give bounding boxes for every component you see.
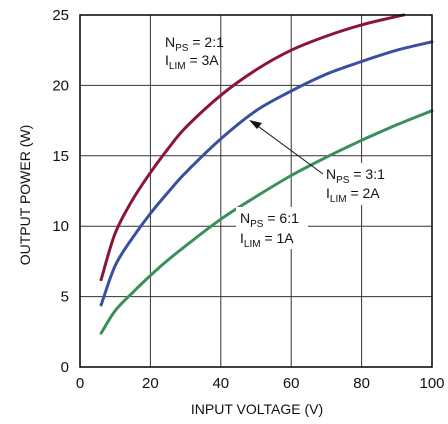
x-tick-label: 40 [212,375,229,392]
y-tick-label: 20 [52,77,69,94]
y-axis-label: OUTPUT POWER (W) [17,125,33,266]
series-group [99,13,434,335]
y-tick-label: 5 [61,289,69,306]
tick-labels: 0 20 40 60 80 100 0 5 10 15 20 25 [52,7,444,392]
x-tick-label: 20 [142,375,159,392]
annotation-6to1: NPS = 6:1 ILIM = 1A [236,207,308,250]
annotation-3to1-line1: NPS = 3:1 [326,166,385,186]
series-line-3 [99,109,434,335]
y-tick-label: 25 [52,7,69,24]
annotation-2to1-line2: ILIM = 3A [165,52,219,72]
x-axis-label: INPUT VOLTAGE (V) [191,401,323,417]
annotation-arrow-shaft [254,123,324,175]
x-tick-label: 0 [76,375,84,392]
x-tick-label: 60 [283,375,300,392]
series-line-1 [99,13,406,282]
y-tick-label: 10 [52,218,69,235]
x-tick-label: 80 [353,375,370,392]
annotation-3to1: NPS = 3:1 ILIM = 2A [249,120,404,205]
annotation-3to1-backdrop [322,163,404,205]
annotation-6to1-backdrop [236,207,308,249]
annotation-6to1-line1: NPS = 6:1 [240,210,299,230]
series-line-2 [99,40,434,307]
y-tick-label: 15 [52,148,69,165]
annotation-arrowhead [249,120,262,129]
y-tick-label: 0 [61,359,69,376]
x-tick-label: 100 [419,375,444,392]
annotation-6to1-line2: ILIM = 1A [240,230,294,250]
plot-frame [79,14,433,368]
annotation-3to1-line2: ILIM = 2A [326,185,380,205]
annotation-2to1: NPS = 2:1 ILIM = 3A [165,34,224,72]
annotation-2to1-line1: NPS = 2:1 [165,34,224,54]
